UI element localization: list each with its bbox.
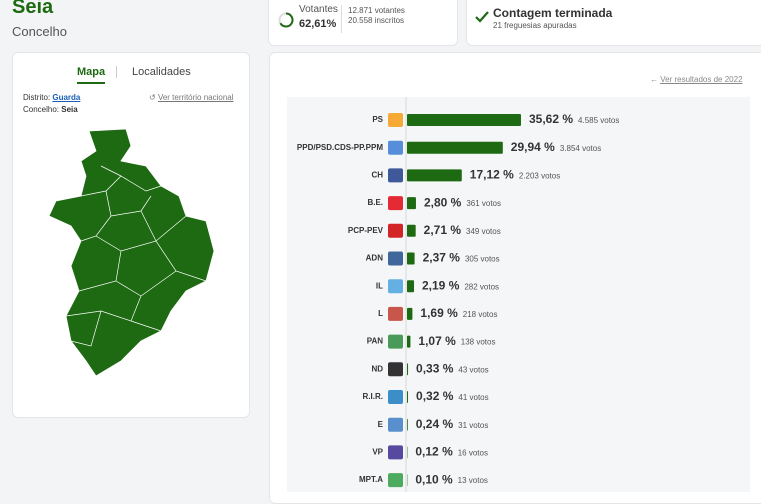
votes-label: 4.585 votos — [578, 116, 619, 125]
party-name: VP — [372, 448, 383, 457]
bar — [407, 169, 462, 181]
map — [13, 53, 249, 417]
value-label: 2,71 % — [424, 223, 462, 237]
votes-label: 31 votos — [458, 421, 488, 430]
value-label: 0,12 % — [415, 445, 453, 459]
bar — [407, 197, 416, 209]
party-logo — [388, 113, 403, 127]
bar — [407, 142, 503, 154]
value-label: 1,69 % — [420, 306, 458, 320]
party-logo — [388, 390, 403, 404]
party-logo — [388, 445, 403, 459]
value-label: 0,24 % — [416, 417, 454, 431]
results-chart: PS 35,62 % 4.585 votos PPD/PSD.CDS-PP.PPM 29… — [287, 97, 750, 492]
bar — [407, 114, 521, 126]
previous-link-wrap: ← Ver resultados de 2022 — [650, 75, 743, 84]
value-label: 2,80 % — [424, 195, 462, 209]
party-logo — [388, 418, 403, 432]
page: Seia Concelho Votantes 62,61% 12.871 vot… — [0, 0, 761, 492]
bar — [407, 336, 410, 348]
value-label: 2,19 % — [422, 278, 460, 292]
value-label: 17,12 % — [470, 168, 514, 182]
voters-label: Votantes — [299, 4, 338, 15]
party-name: IL — [376, 281, 383, 290]
party-name: ADN — [366, 254, 384, 263]
party-logo — [388, 141, 403, 155]
party-name: PCP-PEV — [348, 226, 384, 235]
map-panel: Mapa Localidades Distrito: Guarda ↺ Ver … — [12, 52, 250, 418]
value-label: 2,37 % — [423, 251, 461, 265]
votes-label: 41 votos — [458, 393, 488, 402]
bar — [407, 391, 408, 403]
party-name: L — [378, 309, 383, 318]
registered-count: 20.558 inscritos — [348, 16, 404, 25]
value-label: 0,33 % — [416, 361, 454, 375]
party-logo — [388, 473, 403, 487]
status-card: Contagem terminada 21 freguesias apurada… — [466, 0, 761, 46]
votes-count: 12.871 votantes — [348, 6, 405, 15]
divider — [341, 5, 342, 33]
party-name: PS — [372, 115, 383, 124]
party-logo — [388, 196, 403, 210]
progress-ring — [277, 11, 295, 29]
party-name: E — [378, 420, 384, 429]
value-label: 0,10 % — [415, 472, 453, 486]
votes-label: 282 votos — [464, 282, 499, 291]
bar — [407, 225, 416, 237]
bar — [407, 363, 408, 375]
voters-pct: 62,61% — [299, 18, 336, 30]
party-name: B.E. — [367, 198, 383, 207]
votes-label: 2.203 votos — [519, 172, 560, 181]
party-logo — [388, 307, 403, 321]
party-name: CH — [371, 171, 383, 180]
bar — [407, 308, 412, 320]
votes-label: 218 votos — [463, 310, 498, 319]
party-name: R.I.R. — [363, 392, 383, 401]
votes-label: 305 votos — [465, 255, 500, 264]
party-logo — [388, 252, 403, 266]
votes-label: 138 votos — [461, 338, 496, 347]
votes-label: 361 votos — [466, 199, 501, 208]
party-logo — [388, 279, 403, 293]
status: Contagem terminada — [493, 6, 612, 20]
subtitle: Concelho — [12, 24, 67, 39]
value-label: 29,94 % — [511, 140, 555, 154]
votes-label: 16 votos — [458, 449, 488, 458]
value-label: 0,32 % — [416, 389, 454, 403]
party-name: PPD/PSD.CDS-PP.PPM — [297, 143, 383, 152]
votes-label: 43 votos — [458, 365, 488, 374]
party-logo — [388, 224, 403, 238]
value-label: 35,62 % — [529, 112, 573, 126]
previous-link[interactable]: Ver resultados de 2022 — [660, 75, 742, 84]
votes-label: 13 votos — [458, 476, 488, 485]
votes-label: 349 votos — [466, 227, 501, 236]
party-logo — [388, 362, 403, 376]
party-name: PAN — [367, 337, 384, 346]
voters-card: Votantes 62,61% 12.871 votantes 20.558 i… — [268, 0, 458, 46]
bar — [407, 253, 415, 265]
party-name: MPT.A — [359, 475, 383, 484]
party-name: ND — [371, 364, 383, 373]
bar — [407, 280, 414, 292]
votes-label: 3.854 votos — [560, 144, 601, 153]
value-label: 1,07 % — [418, 334, 456, 348]
bar — [407, 419, 408, 431]
county-shape[interactable] — [49, 129, 214, 376]
check-icon — [475, 11, 489, 23]
party-logo — [388, 335, 403, 349]
title: Seia — [12, 0, 53, 19]
status-detail: 21 freguesias apuradas — [493, 21, 577, 30]
party-logo — [388, 168, 403, 182]
